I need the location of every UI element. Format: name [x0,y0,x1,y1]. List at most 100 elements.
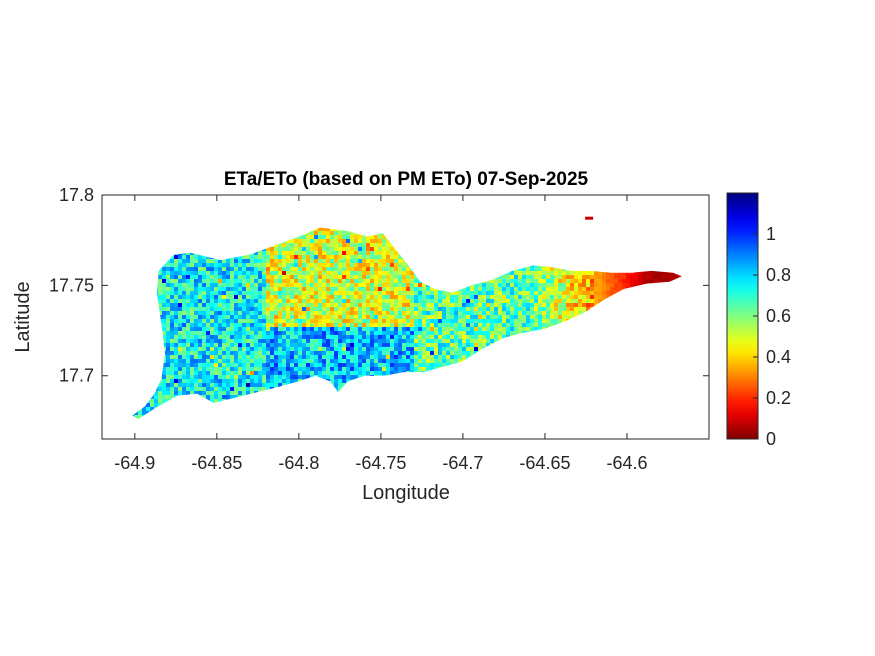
heat-cell [182,379,186,383]
heat-cell [446,307,450,311]
heat-cell [454,343,458,347]
heat-cell [406,311,410,315]
heat-cell [446,331,450,335]
heat-cell [426,291,430,295]
heat-cell [182,323,186,327]
heat-cell [190,319,194,323]
heat-cell [170,331,174,335]
heat-cell [414,319,418,323]
heat-cell [346,251,350,255]
heat-cell [334,279,338,283]
heat-cell [418,339,422,343]
heat-cell [286,291,290,295]
heat-cell [298,351,302,355]
heat-cell [502,331,506,335]
heat-cell [386,291,390,295]
heat-cell [350,267,354,271]
heat-cell [498,283,502,287]
heat-cell [166,315,170,319]
heat-cell [218,271,222,275]
heat-cell [414,335,418,339]
heat-cell [262,383,266,387]
heat-cell [346,235,350,239]
heat-cell [398,355,402,359]
heat-cell [294,331,298,335]
heat-cell [278,255,282,259]
heat-cell [310,243,314,247]
heat-cell [338,327,342,331]
heat-cell [470,291,474,295]
heat-cell [238,295,242,299]
heat-cell [250,339,254,343]
heat-cell [222,307,226,311]
heat-cell [174,311,178,315]
heat-cell [266,307,270,311]
heat-cell [250,343,254,347]
heat-cell [402,315,406,319]
heat-cell [250,359,254,363]
heat-cell [214,263,218,267]
heat-cell [218,311,222,315]
heat-cell [166,263,170,267]
heat-cell [326,343,330,347]
heat-cell [362,279,366,283]
heat-cell [402,263,406,267]
heat-cell [486,295,490,299]
heat-cell [270,287,274,291]
heat-cell [462,291,466,295]
heat-cell [514,291,518,295]
heat-cell [282,259,286,263]
heat-cell [198,327,202,331]
heat-cell [322,319,326,323]
heat-cell [286,247,290,251]
heat-cell [274,259,278,263]
heat-cell [514,287,518,291]
heat-cell [502,291,506,295]
heat-cell [506,291,510,295]
heat-cell [442,347,446,351]
heat-cell [202,303,206,307]
heat-cell [330,283,334,287]
heat-cell [354,355,358,359]
heat-cell [274,291,278,295]
heat-cell [486,287,490,291]
heat-cell [310,295,314,299]
heat-cell [326,299,330,303]
heat-cell [246,339,250,343]
heat-cell [406,299,410,303]
heat-cell [374,243,378,247]
heat-cell [194,315,198,319]
heat-cell [230,351,234,355]
heat-cell [358,251,362,255]
heat-cell [378,251,382,255]
heat-cell [434,311,438,315]
heat-cell [322,299,326,303]
heat-cell [506,303,510,307]
heat-cell [266,303,270,307]
heat-cell [178,323,182,327]
heat-cell [310,303,314,307]
heat-cell [270,363,274,367]
heat-cell [270,331,274,335]
heat-cell [498,275,502,279]
heat-cell [246,351,250,355]
heat-cell [206,379,210,383]
heat-cell [230,275,234,279]
heat-cell [230,295,234,299]
heat-cell [334,291,338,295]
heat-cell [422,327,426,331]
heat-cell [434,331,438,335]
heat-cell [270,371,274,375]
heat-cell [470,287,474,291]
heat-cell [338,355,342,359]
heat-cell [230,355,234,359]
heat-cell [430,295,434,299]
heat-cell [254,359,258,363]
heat-cell [186,271,190,275]
heat-cell [258,383,262,387]
heat-cell [278,383,282,387]
heat-cell [358,311,362,315]
heat-cell [406,295,410,299]
heat-cell [226,319,230,323]
heat-cell [482,331,486,335]
